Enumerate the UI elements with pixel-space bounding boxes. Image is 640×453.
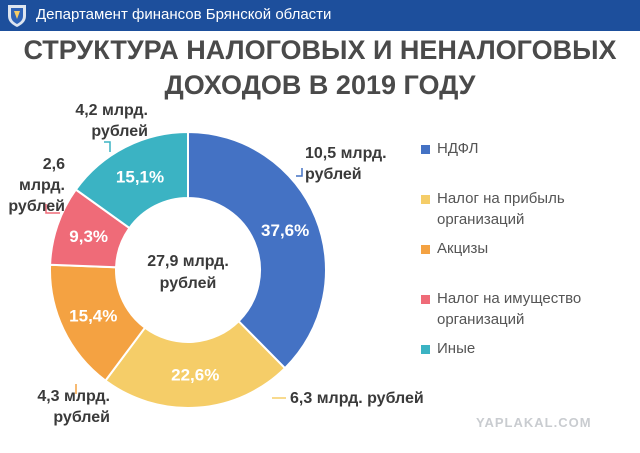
callout-leader-4	[104, 141, 111, 152]
legend-swatch	[421, 295, 430, 304]
callout-amount-1: 6,3 млрд. рублей	[290, 388, 424, 409]
slice-0	[187, 130, 327, 370]
center-label-line-0: 27,9 млрд.	[147, 253, 229, 270]
legend-label-line: Акцизы	[437, 240, 489, 257]
callout-amount-line: 4,3 млрд.	[37, 388, 110, 405]
legend-label: Иные	[437, 338, 475, 359]
legend-label-line: Налог на прибыль	[437, 190, 565, 207]
callout-amount-4: 4,2 млрд. рублей	[58, 100, 148, 142]
callout-leader-3	[45, 204, 60, 214]
legend-swatch	[421, 195, 430, 204]
legend-label: Акцизы	[437, 238, 488, 259]
legend-swatch	[421, 245, 430, 254]
slice-pct-label-1: 22,6%	[171, 366, 219, 385]
coat-of-arms-icon	[8, 5, 26, 27]
callout-amount-0: 10,5 млрд. рублей	[305, 143, 387, 185]
legend-swatch	[421, 145, 430, 154]
legend-label-line: Иные	[437, 340, 476, 357]
chart-title: СТРУКТУРА НАЛОГОВЫХ И НЕНАЛОГОВЫХ ДОХОДО…	[0, 33, 640, 103]
callout-amount-line: рублей	[8, 198, 65, 215]
header-bar: Департамент финансов Брянской области	[0, 0, 640, 31]
callout-amount-2: 4,3 млрд. рублей	[10, 386, 110, 428]
legend-label: Налог на прибыль организаций	[437, 188, 565, 230]
callout-amount-3: 2,6 млрд. рублей	[5, 154, 65, 217]
slice-4	[74, 130, 189, 230]
callout-leader-0	[296, 168, 303, 177]
slice-pct-label-3: 9,3%	[69, 227, 108, 246]
legend-label-line: организаций	[437, 311, 525, 328]
callout-amount-line: рублей	[305, 166, 362, 183]
callout-amount-line: 6,3 млрд. рублей	[290, 390, 424, 407]
header-title: Департамент финансов Брянской области	[36, 6, 332, 23]
slice-pct-label-0: 37,6%	[261, 221, 309, 240]
legend-swatch	[421, 345, 430, 354]
watermark: YAPLAKAL.COM	[476, 415, 592, 430]
legend-label-line: Налог на имущество	[437, 290, 582, 307]
slice-1	[104, 319, 287, 409]
legend-label-line: НДФЛ	[437, 140, 479, 157]
callout-amount-line: рублей	[53, 409, 110, 426]
center-label-line-1: рублей	[160, 275, 217, 292]
slice-pct-label-4: 15,1%	[116, 168, 164, 187]
legend-label: Налог на имущество организаций	[437, 288, 581, 330]
slice-pct-label-2: 15,4%	[69, 306, 117, 325]
callout-amount-line: 4,2 млрд.	[75, 102, 148, 119]
legend-label-line: организаций	[437, 211, 525, 228]
callout-amount-line: 2,6 млрд.	[19, 156, 65, 194]
legend-label: НДФЛ	[437, 138, 478, 159]
chart-title-line-1: СТРУКТУРА НАЛОГОВЫХ И НЕНАЛОГОВЫХ	[23, 35, 617, 65]
callout-amount-line: 10,5 млрд.	[305, 145, 387, 162]
chart-title-line-2: ДОХОДОВ В 2019 ГОДУ	[164, 70, 476, 100]
callout-amount-line: рублей	[91, 123, 148, 140]
